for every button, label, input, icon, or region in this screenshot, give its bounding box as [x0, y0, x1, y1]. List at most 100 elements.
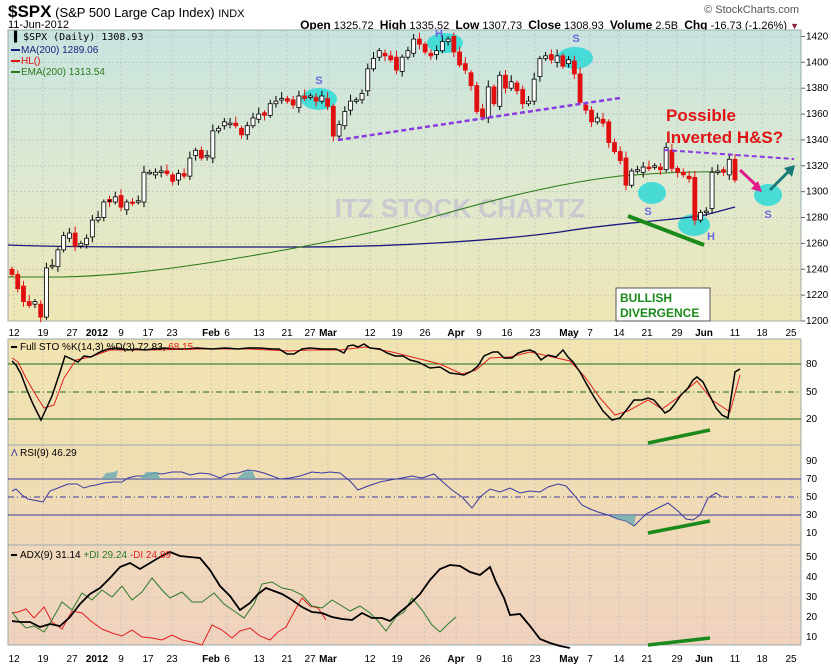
annotation-line-2: Inverted H&S?	[666, 128, 783, 147]
down-triangle-icon: ▼	[790, 21, 799, 31]
label-inv-head: H	[707, 231, 715, 243]
neckline-lower	[663, 149, 795, 160]
annotation-line-1: Possible	[666, 106, 736, 125]
label-right-shoulder: S	[572, 33, 579, 45]
quote-bar: Open 1325.72 High 1335.52 Low 1307.73 Cl…	[300, 18, 799, 32]
svg-text:29: 29	[671, 328, 683, 339]
change-label: Chg	[684, 18, 708, 32]
exchange: INDX	[218, 8, 245, 20]
svg-text:29: 29	[671, 654, 683, 665]
svg-text:1280: 1280	[806, 213, 829, 224]
svg-text:23: 23	[529, 654, 541, 665]
label-head: H	[435, 28, 443, 40]
svg-text:20: 20	[806, 414, 818, 425]
low-label: Low	[455, 18, 480, 32]
svg-text:26: 26	[419, 654, 431, 665]
legend-ma: MA(200) 1289.06	[21, 45, 99, 56]
sto-k-line	[11, 343, 741, 422]
svg-text:21: 21	[641, 328, 653, 339]
rsi-icon: Λ	[11, 448, 18, 459]
svg-text:12: 12	[8, 328, 20, 339]
svg-text:7: 7	[587, 654, 593, 665]
svg-text:23: 23	[166, 654, 178, 665]
candle-icon: ▐	[11, 30, 18, 43]
minus-di-line	[11, 597, 327, 646]
divergence-text-2: DIVERGENCE	[620, 306, 699, 320]
adx-panel	[7, 544, 802, 646]
svg-text:16: 16	[501, 328, 513, 339]
svg-text:2012: 2012	[86, 654, 109, 665]
svg-text:23: 23	[529, 328, 541, 339]
svg-text:30: 30	[806, 510, 818, 521]
svg-text:11: 11	[730, 654, 741, 665]
svg-text:14: 14	[613, 654, 625, 665]
sto-d-line	[11, 346, 741, 416]
sto-reference-lines	[8, 363, 801, 420]
rsi-panel	[7, 444, 802, 546]
svg-text:16: 16	[501, 654, 513, 665]
svg-text:Mar: Mar	[319, 654, 337, 665]
svg-text:12: 12	[364, 654, 376, 665]
svg-text:Jun: Jun	[695, 328, 713, 339]
svg-text:30: 30	[806, 592, 818, 603]
svg-text:9: 9	[118, 654, 124, 665]
svg-text:50: 50	[806, 552, 818, 563]
low-value: 1307.73	[482, 20, 523, 32]
svg-text:9: 9	[118, 328, 124, 339]
svg-text:21: 21	[281, 654, 293, 665]
legend-rsi: RSI(9) 46.29	[20, 448, 77, 459]
label-left-shoulder: S	[315, 75, 322, 87]
symbol-name: (S&P 500 Large Cap Index)	[55, 5, 215, 20]
legend-adx: ADX(9) 31.14 +DI 29.24 -DI 24.89	[20, 550, 171, 561]
arrow-up-icon	[768, 165, 795, 192]
svg-text:14: 14	[613, 328, 625, 339]
change-value: -16.73 (-1.26%)	[710, 20, 788, 32]
volume-value: 2.5B	[655, 20, 679, 32]
svg-text:13: 13	[253, 654, 265, 665]
svg-text:80: 80	[806, 359, 818, 370]
svg-text:90: 90	[806, 456, 818, 467]
label-inv-left-shoulder: S	[644, 206, 651, 218]
rsi-divergence-line	[647, 519, 711, 535]
volume-label: Volume	[609, 18, 653, 32]
svg-text:1400: 1400	[806, 57, 829, 68]
svg-text:Mar: Mar	[319, 328, 337, 339]
legend-price: ▐ $SPX (Daily) 1308.93	[11, 30, 143, 43]
svg-text:26: 26	[419, 328, 431, 339]
svg-text:1200: 1200	[806, 316, 829, 327]
svg-text:21: 21	[641, 654, 653, 665]
rsi-fill-areas	[101, 470, 636, 526]
high-label: High	[379, 18, 407, 32]
adx-line	[11, 551, 571, 649]
price-divergence-line	[627, 214, 705, 247]
svg-text:1360: 1360	[806, 109, 829, 120]
plus-di-line	[11, 577, 457, 633]
svg-text:1420: 1420	[806, 31, 829, 42]
open-value: 1325.72	[333, 20, 374, 32]
svg-text:13: 13	[253, 328, 265, 339]
svg-text:40: 40	[806, 572, 818, 583]
svg-text:2012: 2012	[86, 328, 109, 339]
svg-text:May: May	[559, 328, 579, 339]
svg-text:19: 19	[37, 654, 49, 665]
legend-ema: EMA(200) 1313.54	[21, 67, 105, 78]
svg-text:27: 27	[66, 654, 78, 665]
svg-text:19: 19	[391, 328, 403, 339]
y-axis-labels: 1420 1400 1380 1360 1340 1320 1300 1280 1260 1240…	[801, 31, 829, 643]
svg-text:12: 12	[8, 654, 20, 665]
svg-text:1220: 1220	[806, 290, 829, 301]
close-label: Close	[528, 18, 561, 32]
close-value: 1308.93	[564, 20, 604, 32]
candlesticks	[9, 32, 738, 323]
sto-divergence-line	[647, 428, 711, 445]
legend-hl: HL()	[21, 56, 40, 67]
arrow-down-icon	[738, 168, 762, 192]
svg-text:17: 17	[142, 328, 154, 339]
bullish-divergence-box	[615, 287, 711, 322]
svg-text:50: 50	[806, 387, 818, 398]
svg-text:May: May	[559, 654, 579, 665]
svg-text:10: 10	[806, 528, 818, 539]
legend-sto-k: Full STO %K(14,3) %D(3) 72.83, 68.15	[20, 342, 194, 353]
copyright: © StockCharts.com	[704, 4, 799, 16]
